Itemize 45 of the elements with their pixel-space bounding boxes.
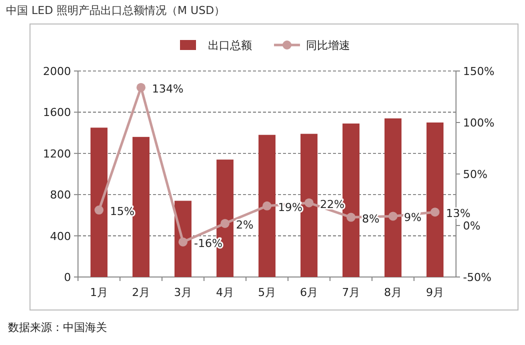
y-tick-label: 1200 — [43, 147, 71, 160]
legend-label: 同比增速 — [306, 39, 350, 52]
y-tick-label: 400 — [50, 230, 71, 243]
y-tick-label: 0 — [64, 271, 71, 284]
data-label: 2% — [236, 218, 254, 232]
point — [430, 208, 440, 217]
point — [346, 212, 356, 222]
y2-tick-label: 150% — [463, 65, 494, 78]
x-tick-label: 8月 — [384, 286, 402, 299]
x-tick-label: 6月 — [300, 286, 318, 299]
bar — [300, 134, 318, 277]
bar — [342, 124, 360, 277]
point — [304, 198, 314, 208]
bar — [426, 122, 444, 277]
y2-tick-label: -50% — [463, 271, 492, 284]
bar — [132, 136, 150, 277]
data-label: 8% — [362, 212, 380, 226]
bar — [258, 134, 276, 277]
y-tick-label: 800 — [50, 188, 71, 202]
bar — [90, 128, 108, 277]
point — [94, 206, 104, 215]
y2-tick-label: 0% — [463, 220, 480, 232]
point — [220, 218, 230, 228]
data-label: 13% — [446, 207, 470, 220]
x-tick-label: 4月 — [216, 286, 234, 299]
point — [388, 212, 398, 221]
y-tick-label: 2000 — [43, 65, 71, 78]
x-tick-label: 9月 — [426, 286, 444, 299]
data-label: 9% — [404, 211, 422, 224]
bar — [384, 118, 402, 277]
point — [178, 237, 188, 246]
y2-tick-label: 50% — [463, 168, 488, 181]
x-tick-label: 2月 — [132, 286, 150, 299]
point — [136, 82, 146, 92]
y2-tick-label: 100% — [463, 116, 494, 130]
point — [262, 201, 272, 210]
x-tick-label: 1月 — [90, 286, 108, 299]
source-note: 数据来源：中国海关 — [8, 321, 107, 334]
legend-label: 出口总额 — [208, 39, 252, 52]
data-label: 134% — [152, 82, 184, 96]
x-tick-label: 3月 — [174, 286, 192, 299]
x-tick-label: 7月 — [342, 286, 360, 299]
y-tick-label: 1600 — [43, 106, 71, 120]
chart-title: 中国 LED 照明产品出口总额情况（M USD） — [6, 4, 226, 17]
x-tick-label: 5月 — [258, 286, 276, 299]
